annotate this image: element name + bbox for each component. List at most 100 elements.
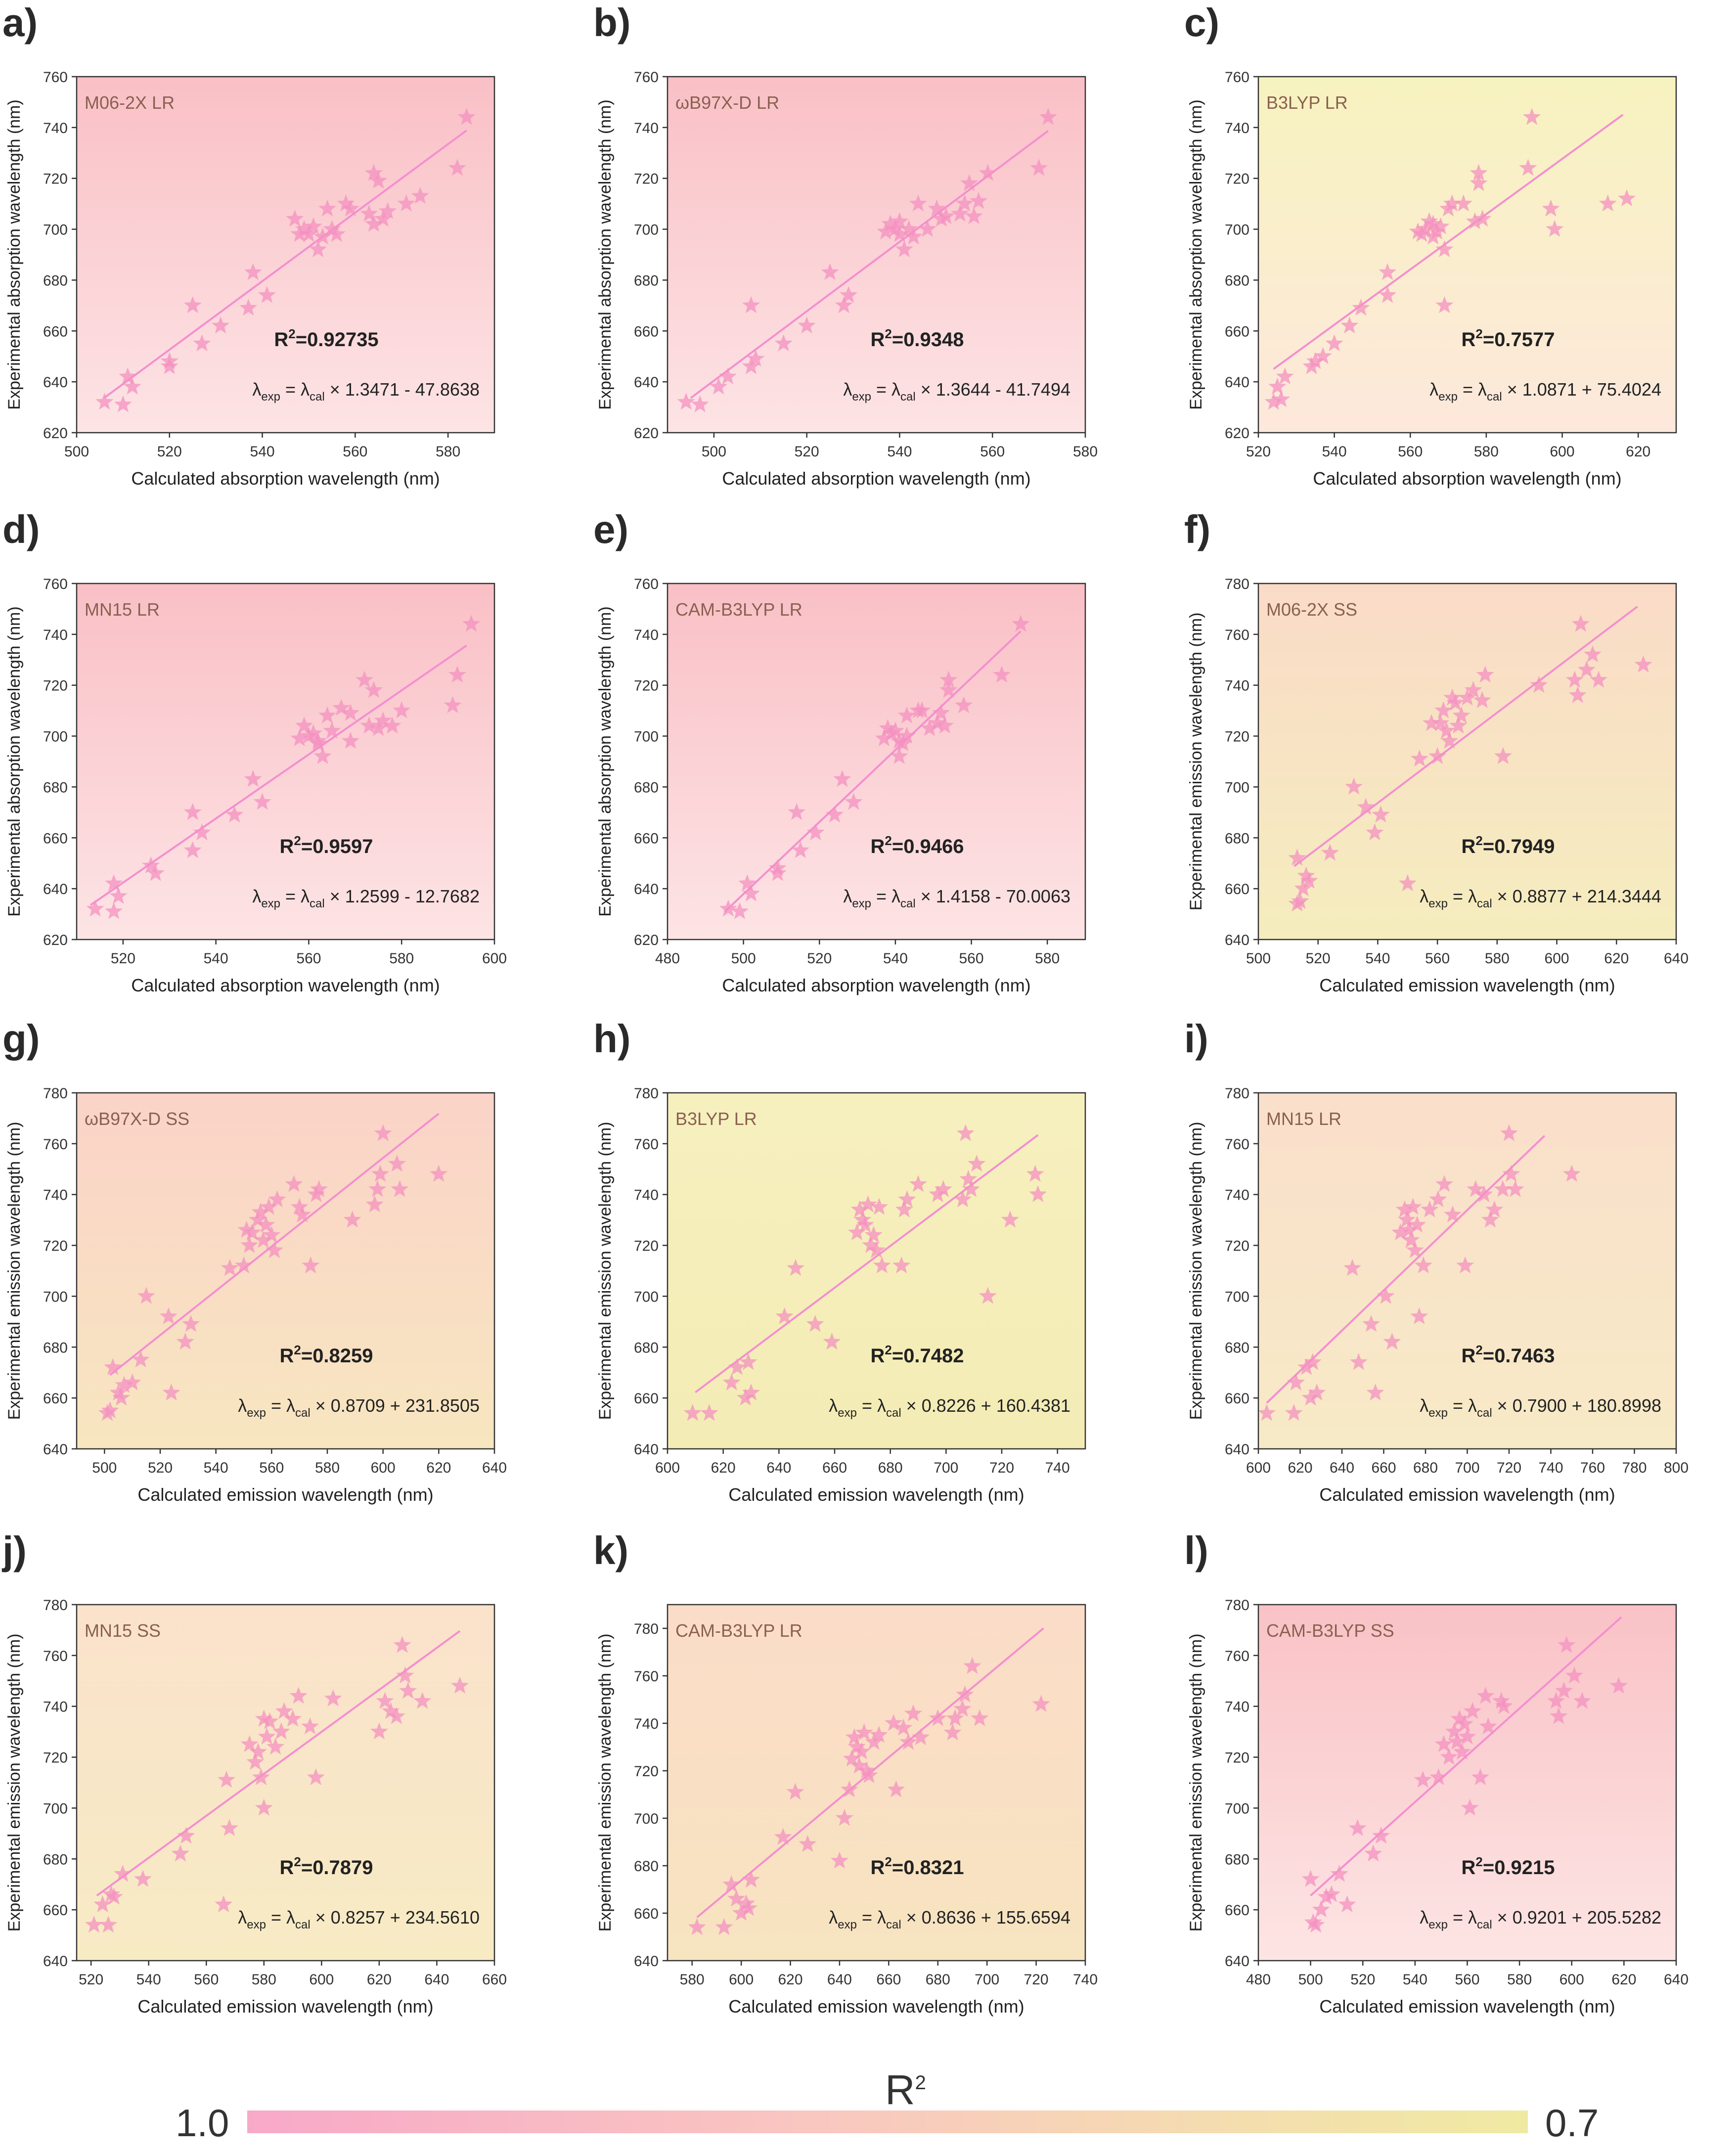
data-point	[1473, 210, 1492, 227]
y-tick-label: 700	[43, 1800, 68, 1817]
data-point	[799, 1835, 817, 1852]
y-tick-label: 680	[43, 272, 68, 289]
data-point	[1307, 1916, 1325, 1933]
data-point	[1495, 1697, 1513, 1714]
data-point	[93, 1895, 112, 1913]
data-point	[142, 856, 160, 874]
data-point	[1304, 1913, 1322, 1930]
data-point	[798, 316, 816, 334]
data-point	[254, 1231, 272, 1248]
y-tick-label: 780	[634, 1621, 659, 1637]
x-tick-label: 520	[1246, 444, 1271, 460]
data-point	[788, 803, 806, 820]
data-point	[677, 393, 695, 410]
data-point	[1297, 1358, 1316, 1375]
y-tick-label: 740	[43, 1187, 68, 1204]
data-point	[955, 194, 974, 212]
data-point	[742, 1383, 760, 1401]
y-tick-label: 760	[43, 1136, 68, 1153]
data-point	[904, 1704, 923, 1722]
x-tick-label: 520	[1306, 950, 1331, 967]
y-tick-label: 760	[1225, 627, 1249, 643]
data-point	[1473, 691, 1491, 708]
y-tick-label: 680	[634, 1858, 659, 1875]
data-point	[774, 334, 793, 352]
data-point	[904, 227, 923, 245]
data-point	[932, 704, 950, 721]
data-point	[1469, 174, 1488, 191]
data-point	[1577, 660, 1596, 678]
plot-frame	[667, 583, 1086, 941]
r2-label: R2=0.7482	[870, 1343, 964, 1367]
data-point	[368, 1180, 387, 1197]
data-point	[105, 1887, 123, 1905]
x-tick-label: 660	[876, 1972, 901, 1988]
x-tick-label: 500	[731, 950, 756, 967]
data-point	[730, 902, 749, 919]
data-point	[1479, 1717, 1497, 1735]
scatter-chart: 480 500 520 540 560 580 620 640 660 680 700 720 740 7…	[596, 576, 1086, 995]
data-point	[1506, 1180, 1524, 1197]
x-tick-label: 560	[1425, 950, 1450, 967]
data-point	[1429, 1190, 1447, 1208]
x-tick-label: 600	[655, 1460, 680, 1476]
fit-line	[90, 644, 467, 906]
x-tick-label: 540	[1365, 950, 1390, 967]
data-point	[954, 1190, 972, 1208]
data-point	[115, 1376, 133, 1393]
data-point	[774, 1828, 792, 1845]
data-point	[845, 793, 863, 810]
x-tick-label: 700	[1455, 1460, 1479, 1476]
data-point	[1475, 1185, 1493, 1203]
data-point	[867, 1241, 886, 1258]
y-axis-label: Experimental emission wavelength (nm)	[1187, 1122, 1205, 1420]
x-tick-label: 720	[989, 1460, 1014, 1476]
data-point	[732, 1904, 751, 1921]
data-point	[218, 1770, 236, 1788]
data-point	[1562, 1165, 1581, 1182]
panel-letter: g)	[2, 1017, 40, 1061]
scatter-chart: 520 540 560 580 600 620 640 660 640 660 680 700 720 7…	[5, 1597, 507, 2017]
plot-background	[1258, 583, 1676, 940]
r2-label: R2=0.9348	[870, 326, 964, 351]
data-point	[323, 721, 341, 739]
x-tick-label: 540	[136, 1972, 161, 1988]
data-point	[953, 1700, 972, 1717]
data-point	[719, 899, 737, 917]
y-tick-label: 700	[634, 729, 659, 745]
y-tick-label: 780	[634, 1085, 659, 1102]
data-point	[1379, 286, 1397, 303]
data-point	[710, 377, 728, 395]
panel-letter: h)	[593, 1017, 631, 1061]
x-tick-label: 500	[1298, 1972, 1323, 1988]
data-point	[1450, 1709, 1469, 1727]
x-tick-label: 660	[1371, 1460, 1396, 1476]
data-point	[313, 747, 332, 764]
x-tick-label: 540	[250, 444, 275, 460]
x-tick-label: 760	[1580, 1460, 1605, 1476]
data-point	[1565, 671, 1584, 688]
data-point	[879, 719, 897, 736]
y-tick-label: 740	[1225, 1187, 1249, 1204]
data-point	[1583, 645, 1602, 663]
y-tick-label: 700	[43, 222, 68, 238]
data-point	[244, 263, 262, 280]
x-tick-label: 700	[975, 1972, 999, 1988]
data-point	[722, 1875, 741, 1892]
x-tick-label: 640	[1664, 950, 1689, 967]
data-point	[768, 864, 787, 881]
data-point	[881, 215, 899, 232]
panel-j: j) 520 540 560 580 600 620 640 660 640 660 680 700 72…	[0, 1528, 569, 2037]
data-point	[1466, 212, 1484, 229]
y-tick-label: 740	[1225, 120, 1249, 136]
x-tick-label: 600	[482, 950, 507, 967]
y-tick-label: 760	[634, 1136, 659, 1153]
plot-background	[77, 1093, 494, 1449]
data-point	[1372, 806, 1390, 823]
y-tick-label: 720	[43, 678, 68, 694]
data-point	[1414, 1256, 1432, 1274]
data-point	[700, 1404, 718, 1421]
x-tick-label: 580	[389, 950, 414, 967]
plot-frame	[1257, 76, 1677, 434]
data-point	[853, 1211, 872, 1228]
